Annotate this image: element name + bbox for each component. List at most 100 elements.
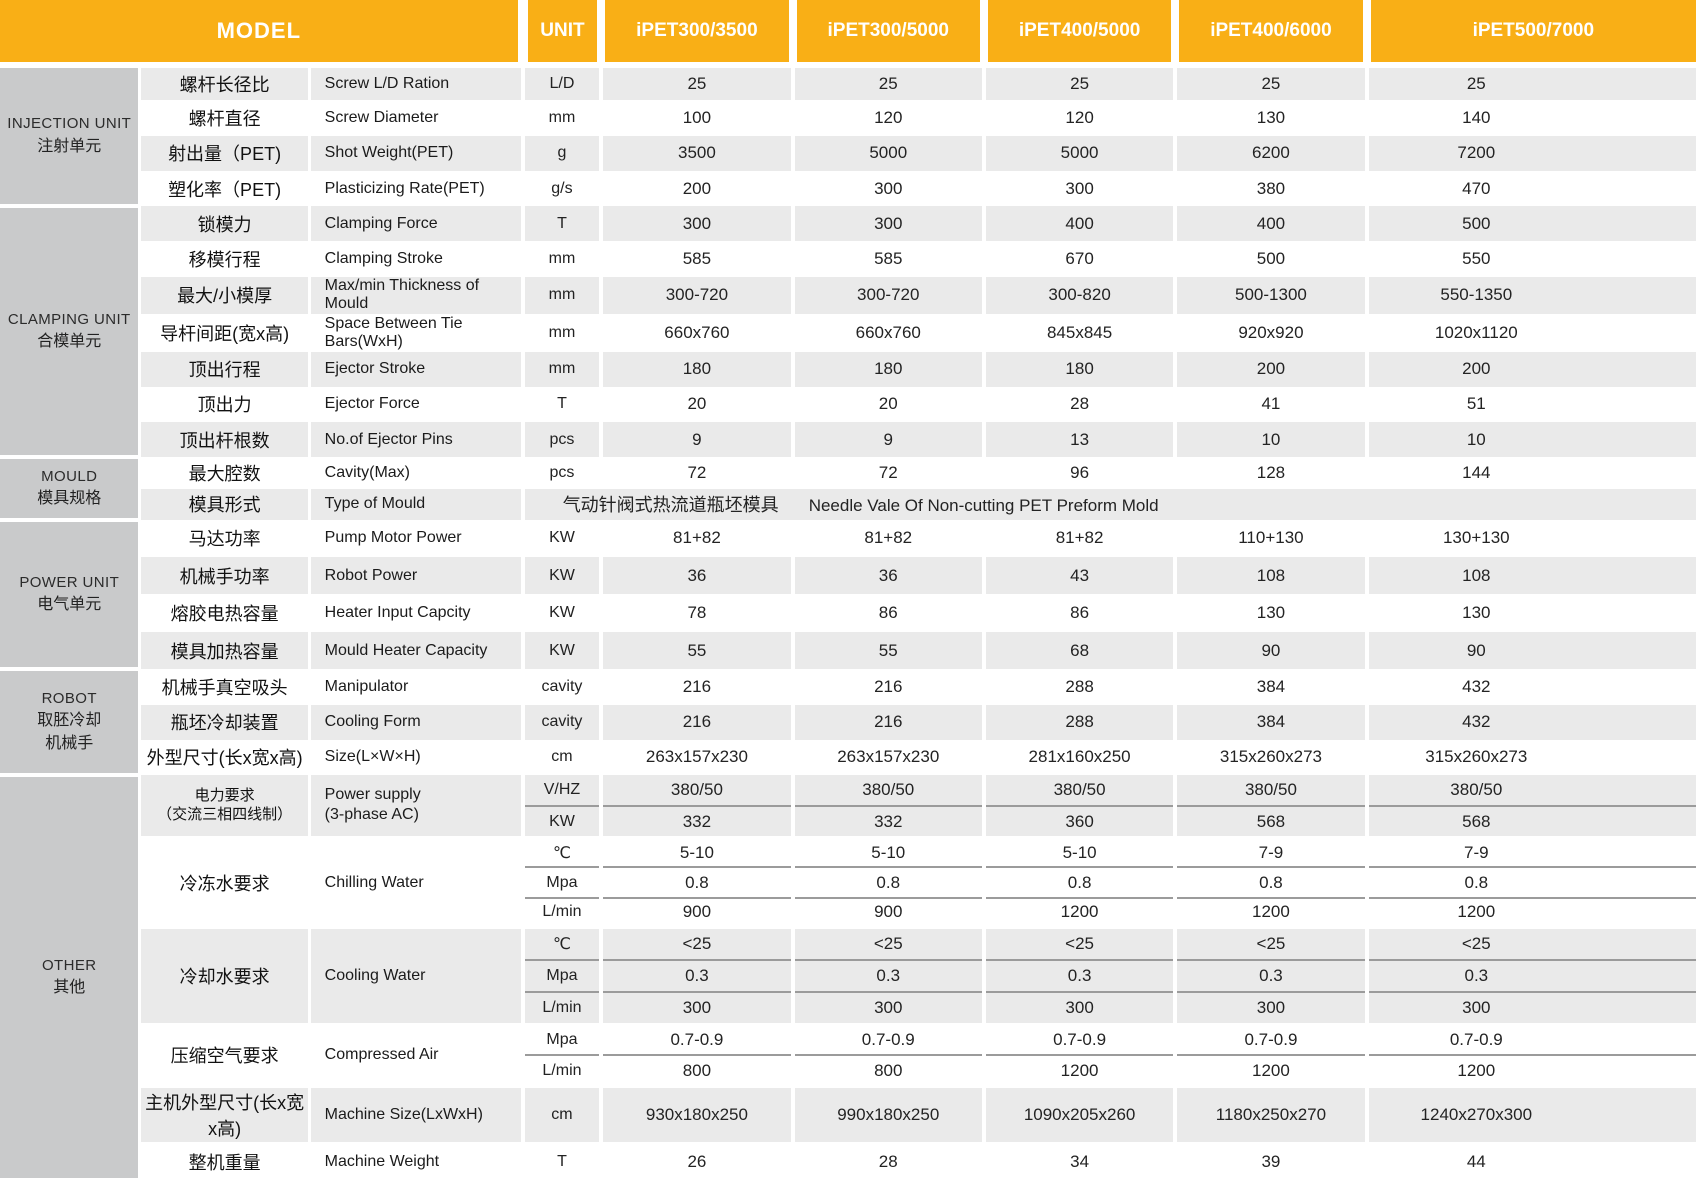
header-model-2: iPET300/5000 bbox=[788, 0, 984, 68]
value-cell: 300 bbox=[981, 992, 1176, 1025]
value-cell: 25 bbox=[1173, 65, 1367, 101]
row-label-cn: 模具形式 bbox=[138, 488, 310, 520]
row-label-en: Clamping Stroke bbox=[307, 241, 523, 277]
value-cell: 51 bbox=[1364, 386, 1696, 423]
row-label-cn: 冷冻水要求 bbox=[138, 835, 310, 928]
value-cell: <25 bbox=[981, 926, 1176, 961]
row-label-cn: 熔胶电热容量 bbox=[138, 594, 310, 632]
mould-type-value-en: Needle Vale Of Non-cutting PET Preform M… bbox=[808, 496, 1159, 516]
table-row: 移模行程 Clamping Stroke mm 585 585 670 500 … bbox=[0, 241, 1696, 277]
row-unit: g bbox=[520, 135, 602, 171]
value-cell: 0.7-0.9 bbox=[1173, 1022, 1367, 1057]
value-cell: 43 bbox=[981, 557, 1176, 595]
value-cell: 0.8 bbox=[1364, 867, 1696, 899]
value-cell: 288 bbox=[981, 669, 1176, 705]
value-cell: 90 bbox=[1173, 631, 1367, 670]
value-cell: 300 bbox=[981, 170, 1176, 207]
header-model-5: iPET500/7000 bbox=[1362, 0, 1696, 68]
value-cell: 281x160x250 bbox=[981, 739, 1176, 776]
row-label-cn: 机械手真空吸头 bbox=[138, 669, 310, 705]
section-label-cn: 注射单元 bbox=[37, 137, 102, 155]
section-power-unit: POWER UNIT 电气单元 bbox=[0, 517, 140, 670]
section-label-cn: 合模单元 bbox=[37, 333, 102, 351]
row-unit: T bbox=[520, 1142, 602, 1178]
row-unit: L/min bbox=[520, 1055, 602, 1087]
value-cell: 216 bbox=[599, 669, 793, 705]
header-unit: UNIT bbox=[517, 0, 602, 68]
table-row: 顶出力 Ejector Force T 20 20 28 41 51 bbox=[0, 386, 1696, 423]
row-label-en: Clamping Force bbox=[307, 206, 523, 242]
value-cell: 5-10 bbox=[790, 835, 984, 869]
header-row: MODEL UNIT iPET300/3500 iPET300/5000 iPE… bbox=[0, 0, 1696, 68]
row-label-cn: 电力要求 （交流三相四线制） bbox=[138, 775, 310, 838]
table-row: KW 332 332 360 568 568 bbox=[0, 806, 1696, 838]
section-label-cn: 电气单元 bbox=[37, 595, 102, 613]
value-cell: 200 bbox=[1173, 351, 1367, 387]
value-cell: 7-9 bbox=[1173, 835, 1367, 869]
value-cell: <25 bbox=[1364, 926, 1696, 961]
header-model: MODEL bbox=[0, 0, 523, 68]
value-cell: 180 bbox=[790, 351, 984, 387]
value-cell: 550 bbox=[1364, 241, 1696, 277]
row-unit: mm bbox=[520, 314, 602, 352]
value-cell: 216 bbox=[599, 704, 793, 740]
table-row: 最大/小模厚 Max/min Thickness of Mould mm 300… bbox=[0, 276, 1696, 315]
row-label-cn: 模具加热容量 bbox=[138, 631, 310, 670]
row-label-en: Cavity(Max) bbox=[307, 457, 523, 489]
row-unit: KW bbox=[520, 631, 602, 670]
value-cell: 0.7-0.9 bbox=[599, 1022, 793, 1057]
row-unit: g/s bbox=[520, 170, 602, 207]
value-cell: 288 bbox=[981, 704, 1176, 740]
table-row: INJECTION UNIT 注射单元 螺杆长径比 Screw L/D Rati… bbox=[0, 65, 1696, 207]
row-label-cn: 机械手功率 bbox=[138, 557, 310, 595]
row-unit: Mpa bbox=[520, 867, 602, 899]
value-cell: 3500 bbox=[599, 135, 793, 171]
value-cell: 130 bbox=[1364, 594, 1696, 632]
row-label-cn: 螺杆直径 bbox=[138, 100, 310, 136]
row-label-en: Ejector Force bbox=[307, 386, 523, 423]
value-cell: 380 bbox=[1173, 170, 1367, 207]
table-row: OTHER 其他 电力要求 （交流三相四线制） Power supply (3-… bbox=[0, 773, 1696, 1178]
value-cell: 1200 bbox=[1173, 1055, 1367, 1087]
value-cell: 36 bbox=[790, 557, 984, 595]
row-label-en: Chilling Water bbox=[307, 835, 523, 928]
table-row: 瓶坯冷却装置 Cooling Form cavity 216 216 288 3… bbox=[0, 704, 1696, 740]
value-cell: 81+82 bbox=[790, 519, 984, 558]
value-cell: 380/50 bbox=[1364, 775, 1696, 808]
row-unit: Mpa bbox=[520, 1022, 602, 1057]
value-cell: 20 bbox=[599, 386, 793, 423]
row-label-en: Pump Motor Power bbox=[307, 519, 523, 558]
table-row: Mpa 0.8 0.8 0.8 0.8 0.8 bbox=[0, 867, 1696, 899]
value-cell: 263x157x230 bbox=[599, 739, 793, 776]
mould-type-value-cn: 气动针阀式热流道瓶坯模具 bbox=[562, 495, 779, 516]
value-cell: 660x760 bbox=[790, 314, 984, 352]
table-row: L/min 300 300 300 300 300 bbox=[0, 992, 1696, 1025]
value-cell: 1200 bbox=[1173, 897, 1367, 928]
section-other: OTHER 其他 bbox=[0, 773, 140, 1178]
value-cell: 108 bbox=[1364, 557, 1696, 595]
table-row: 冷却水要求 Cooling Water ℃ <25 <25 <25 <25 <2… bbox=[0, 926, 1696, 1025]
row-label-en: Robot Power bbox=[307, 557, 523, 595]
value-cell: <25 bbox=[599, 926, 793, 961]
value-cell: 25 bbox=[790, 65, 984, 101]
section-label-en: MOULD bbox=[41, 467, 98, 485]
table-row: 外型尺寸(长x宽x高) Size(L×W×H) cm 263x157x230 2… bbox=[0, 739, 1696, 776]
section-label-cn: 取胚冷却 机械手 bbox=[37, 712, 102, 753]
value-cell: 5000 bbox=[790, 135, 984, 171]
value-cell: 0.8 bbox=[599, 867, 793, 899]
value-cell: 10 bbox=[1173, 422, 1367, 458]
value-cell: 200 bbox=[599, 170, 793, 207]
row-unit: KW bbox=[520, 594, 602, 632]
value-cell: 800 bbox=[599, 1055, 793, 1087]
value-cell: 930x180x250 bbox=[599, 1084, 793, 1144]
row-label-en: Cooling Water bbox=[307, 926, 523, 1025]
value-cell: 0.3 bbox=[599, 959, 793, 994]
row-label-en: Size(L×W×H) bbox=[307, 739, 523, 776]
row-label-en: Type of Mould bbox=[307, 488, 523, 520]
row-unit: cavity bbox=[520, 669, 602, 705]
value-cell: 5000 bbox=[981, 135, 1176, 171]
value-cell: 120 bbox=[790, 100, 984, 136]
table-row: 螺杆直径 Screw Diameter mm 100 120 120 130 1… bbox=[0, 100, 1696, 136]
value-cell: 300 bbox=[599, 992, 793, 1025]
value-cell: 900 bbox=[790, 897, 984, 928]
